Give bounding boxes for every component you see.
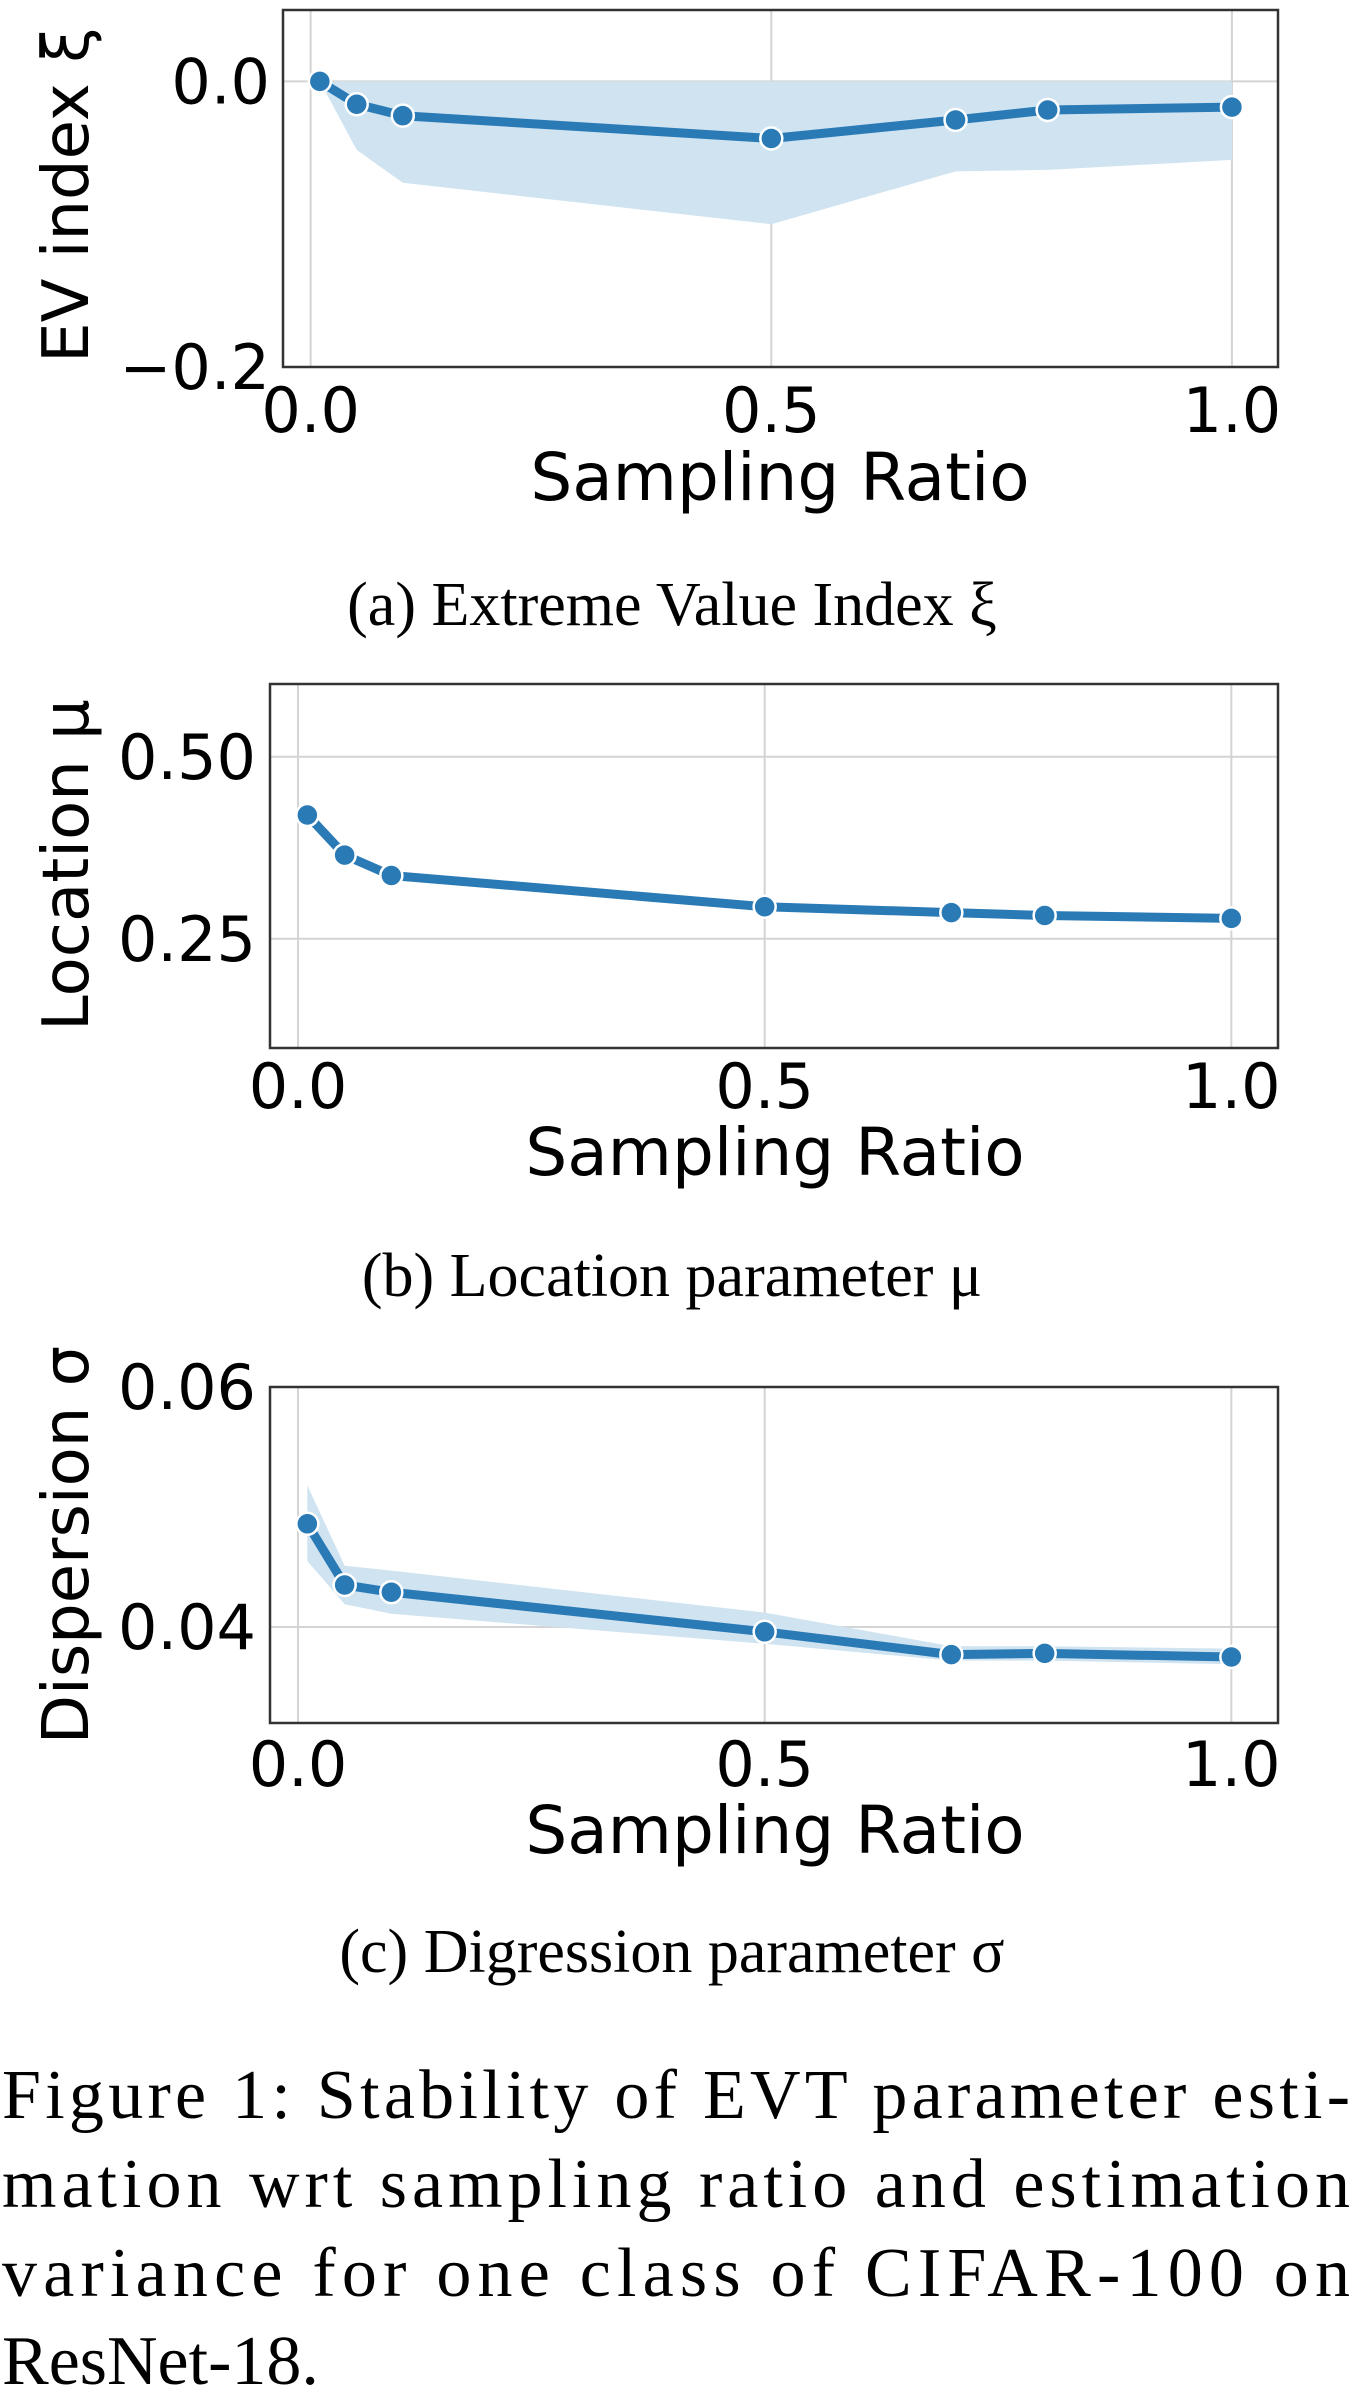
data-point — [379, 863, 404, 888]
data-point — [759, 126, 784, 151]
data-point — [939, 900, 964, 925]
data-point — [332, 842, 357, 868]
data-point — [295, 1511, 320, 1537]
figure-caption-line: mation wrt sampling ratio and estimation — [2, 2146, 1350, 2223]
figure-caption: Figure 1: Stability of EVT parameter est… — [2, 2057, 1350, 2392]
panel-location: 0.0 0.5 1.0 0.50 0.25 Location μ Sampling Ra… — [30, 682, 1281, 1310]
x-tick-label: 1.0 — [1182, 1728, 1281, 1801]
x-axis-label: Sampling Ratio — [530, 439, 1029, 516]
x-tick-label: 0.0 — [249, 1050, 348, 1123]
y-axis-label: Dispersion σ — [30, 1346, 104, 1744]
data-point — [332, 1572, 357, 1598]
data-point — [307, 69, 333, 94]
data-point — [1219, 94, 1245, 120]
data-point — [344, 91, 369, 117]
data-point — [943, 107, 968, 133]
data-point — [939, 1642, 964, 1667]
data-point — [752, 894, 777, 920]
data-point — [390, 103, 416, 128]
x-tick-label: 0.5 — [722, 374, 821, 447]
subfigure-caption: (b) Location parameter μ — [362, 1242, 982, 1310]
x-tick-label: 0.0 — [261, 374, 360, 447]
subfigure-caption: (a) Extreme Value Index ξ — [347, 571, 997, 639]
y-tick-label: 0.50 — [118, 721, 256, 794]
plot-frame — [268, 1385, 1280, 1725]
x-axis-label: Sampling Ratio — [525, 1114, 1024, 1191]
data-point — [295, 802, 320, 828]
x-axis-label: Sampling Ratio — [525, 1792, 1024, 1869]
plot-frame — [268, 682, 1280, 1050]
x-tick-label: 1.0 — [1183, 374, 1282, 447]
variance-band — [307, 1485, 1232, 1665]
y-axis-label: Location μ — [30, 699, 104, 1031]
data-point — [379, 1579, 404, 1605]
data-point — [752, 1619, 777, 1645]
y-tick-label: 0.06 — [118, 1351, 256, 1424]
subfigure-caption: (c) Digression parameter σ — [339, 1918, 1004, 1986]
figure-caption-line: Figure 1: Stability of EVT parameter est… — [2, 2057, 1350, 2134]
y-axis-label: EV index ξ — [30, 27, 104, 363]
y-tick-label: −0.2 — [119, 331, 270, 404]
data-point — [1035, 97, 1060, 123]
data-point — [1219, 906, 1244, 931]
figure-caption-line: ResNet-18. — [2, 2323, 319, 2392]
variance-band — [319, 81, 1232, 225]
panel-ev-index: 0.0 0.5 1.00.0−0.2 EV index ξ Sampling Rat… — [30, 8, 1282, 639]
x-tick-label: 0.5 — [715, 1050, 814, 1123]
panel-dispersion: 0.0 0.5 1.0 0.06 0.04 Dispersion σ Sampling … — [30, 1346, 1281, 1986]
plot-frame — [281, 8, 1280, 369]
x-tick-label: 0.0 — [249, 1728, 348, 1801]
data-point — [1032, 1641, 1057, 1666]
y-tick-label: 0.0 — [171, 45, 270, 118]
x-tick-label: 1.0 — [1182, 1050, 1281, 1123]
figure-caption-line: variance for one class of CIFAR-100 on — [2, 2235, 1350, 2312]
data-point — [1032, 903, 1057, 928]
y-tick-label: 0.04 — [118, 1591, 256, 1664]
x-tick-label: 0.5 — [715, 1728, 814, 1801]
y-tick-label: 0.25 — [118, 903, 256, 976]
data-point — [1219, 1644, 1244, 1670]
